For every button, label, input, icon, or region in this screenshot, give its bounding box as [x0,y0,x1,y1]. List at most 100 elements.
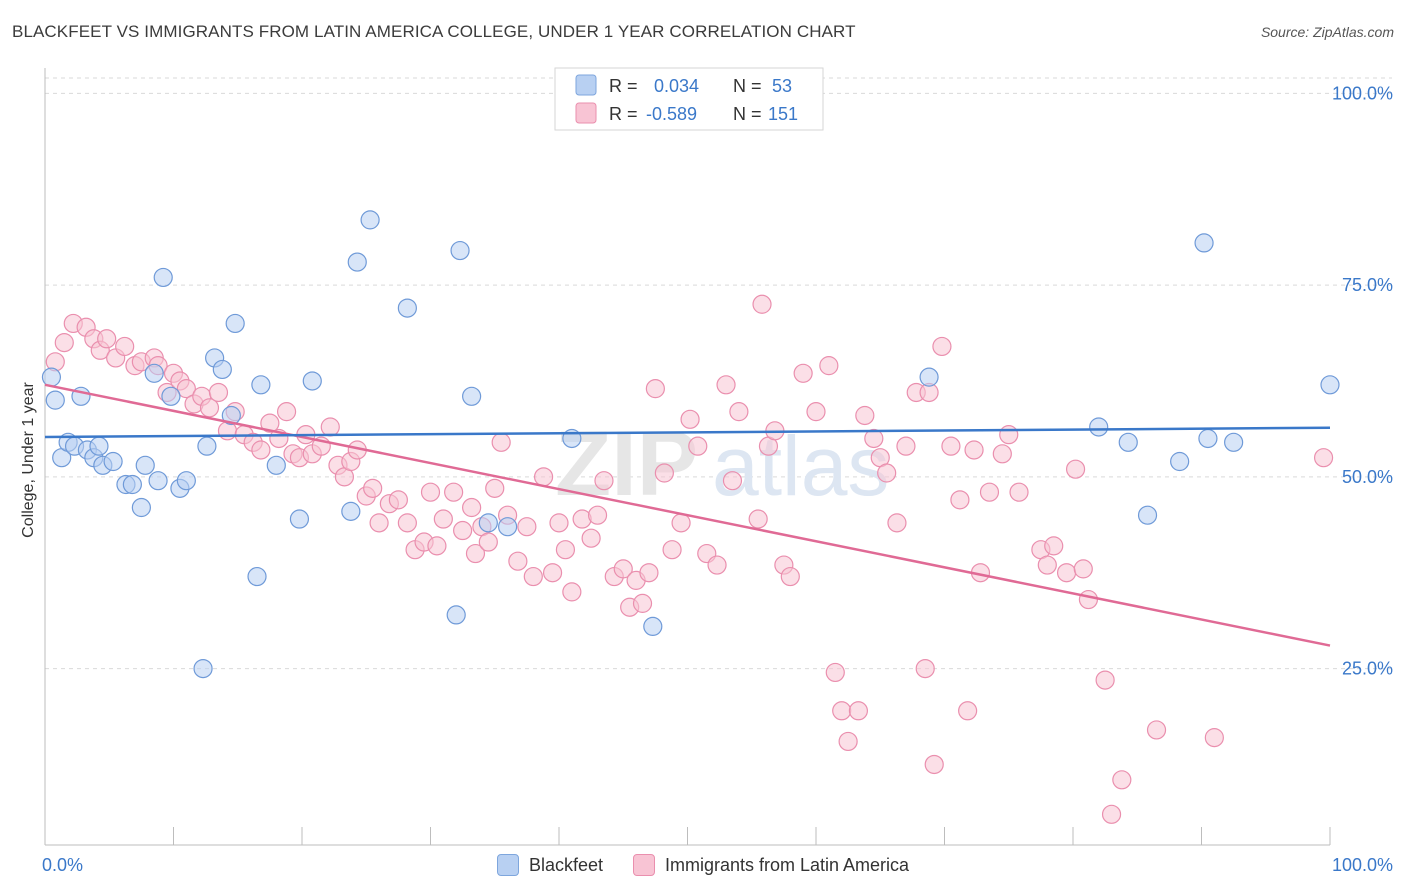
blackfeet-point-14 [135,455,155,475]
immigrants-point-128 [1095,670,1115,690]
trend-line-blackfeet [44,426,1331,439]
correlation-legend: R = 0.034 N = 53 R = -0.589 N = 151 [554,67,824,131]
immigrants-point-61 [523,566,543,587]
immigrants-point-60 [517,517,537,537]
immigrants-point-19 [199,398,220,418]
immigrants-point-79 [662,540,682,560]
immigrants-point-34 [320,417,340,437]
immigrants-point-56 [485,478,505,498]
immigrants-point-16 [176,379,196,399]
legend-r-value-1: 0.034 [654,76,699,96]
immigrants-point-131 [1146,720,1167,740]
blackfeet-point-34 [347,252,367,272]
blackfeet-point-35 [397,298,417,318]
immigrants-point-100 [848,701,869,721]
immigrants-point-80 [671,513,691,533]
immigrants-point-43 [388,490,408,510]
immigrants-point-110 [924,754,944,775]
immigrants-point-51 [453,520,473,541]
legend-n-label-2: N = [733,104,762,124]
immigrants-point-26 [260,413,280,433]
immigrants-point-119 [999,425,1019,445]
legend-n-label-1: N = [733,76,762,96]
immigrants-point-99 [838,731,858,752]
blackfeet-point-50 [1224,432,1244,452]
source-label: Source: ZipAtlas.com [1260,24,1394,40]
legend-label-immigrants: Immigrants from Latin America [664,854,910,875]
immigrants-point-132 [1204,728,1224,748]
blackfeet-point-48 [1194,233,1214,253]
immigrants-point-89 [752,294,772,314]
blackfeet-point-13 [131,497,151,518]
immigrants-point-122 [1037,555,1057,575]
immigrants-point-82 [688,436,708,456]
blackfeet-point-31 [302,371,322,391]
immigrants-point-114 [958,701,978,721]
y-tick-label-2: 75.0% [1342,275,1393,295]
immigrants-point-75 [632,593,653,613]
blackfeet-point-33 [360,210,380,230]
legend-swatch-blackfeet [575,74,597,96]
blackfeet-point-10 [103,451,123,472]
immigrants-point-101 [855,405,875,426]
immigrants-point-97 [825,662,845,683]
y-tick-label-3: 100.0% [1332,83,1393,103]
immigrants-point-102 [864,428,884,449]
immigrants-point-64 [549,513,569,533]
blackfeet-point-32 [341,501,361,521]
immigrants-point-72 [613,559,633,579]
immigrants-point-8 [115,336,135,357]
immigrants-point-65 [555,540,576,560]
legend-r-label-2: R = [609,104,638,124]
immigrants-point-84 [707,555,727,575]
immigrants-point-123 [1044,536,1064,556]
immigrants-point-98 [832,701,852,721]
blackfeet-point-24 [212,359,232,380]
immigrants-point-124 [1056,563,1077,583]
immigrants-point-63 [542,563,563,583]
immigrants-point-133 [1313,448,1334,468]
immigrants-point-120 [1009,482,1029,502]
legend-r-value-2: -0.589 [646,104,697,124]
blackfeet-point-49 [1198,428,1218,449]
immigrants-point-106 [896,436,916,456]
blackfeet-point-12 [122,474,142,495]
immigrants-point-111 [932,336,952,357]
immigrants-point-76 [639,563,659,583]
blackfeet-point-28 [251,375,271,395]
blackfeet-point-26 [225,313,245,334]
blackfeet-point-18 [161,386,181,406]
blackfeet-point-8 [89,436,109,456]
blackfeet-point-29 [266,455,286,475]
immigrants-point-69 [587,505,608,525]
immigrants-point-59 [508,551,528,571]
immigrants-point-68 [581,528,601,548]
blackfeet-point-17 [153,267,173,288]
blackfeet-point-16 [144,363,164,383]
x-tick-label-1: 100.0% [1332,855,1393,875]
blackfeet-point-27 [247,566,267,587]
blackfeet-point-38 [462,386,482,406]
immigrants-point-70 [594,471,614,491]
immigrants-point-117 [979,482,1000,502]
watermark-atlas: atlas [712,419,889,513]
immigrants-point-81 [680,409,700,429]
legend-swatch-blackfeet-bottom [496,854,519,876]
series-immigrants-points [45,294,1334,824]
immigrants-point-48 [427,536,447,556]
blackfeet-point-25 [221,405,241,426]
immigrants-point-77 [645,379,665,399]
immigrants-point-1 [54,333,74,353]
immigrants-point-112 [941,436,961,456]
immigrants-point-55 [478,532,498,552]
legend-item-immigrants: Immigrants from Latin America [632,854,910,876]
blackfeet-point-47 [1170,451,1190,472]
immigrants-point-126 [1065,459,1086,479]
blackfeet-point-39 [478,513,498,533]
blackfeet-point-51 [1320,375,1340,395]
immigrants-point-6 [97,329,117,349]
immigrants-point-25 [251,440,271,460]
immigrants-point-62 [533,467,554,487]
immigrants-point-85 [716,375,736,395]
